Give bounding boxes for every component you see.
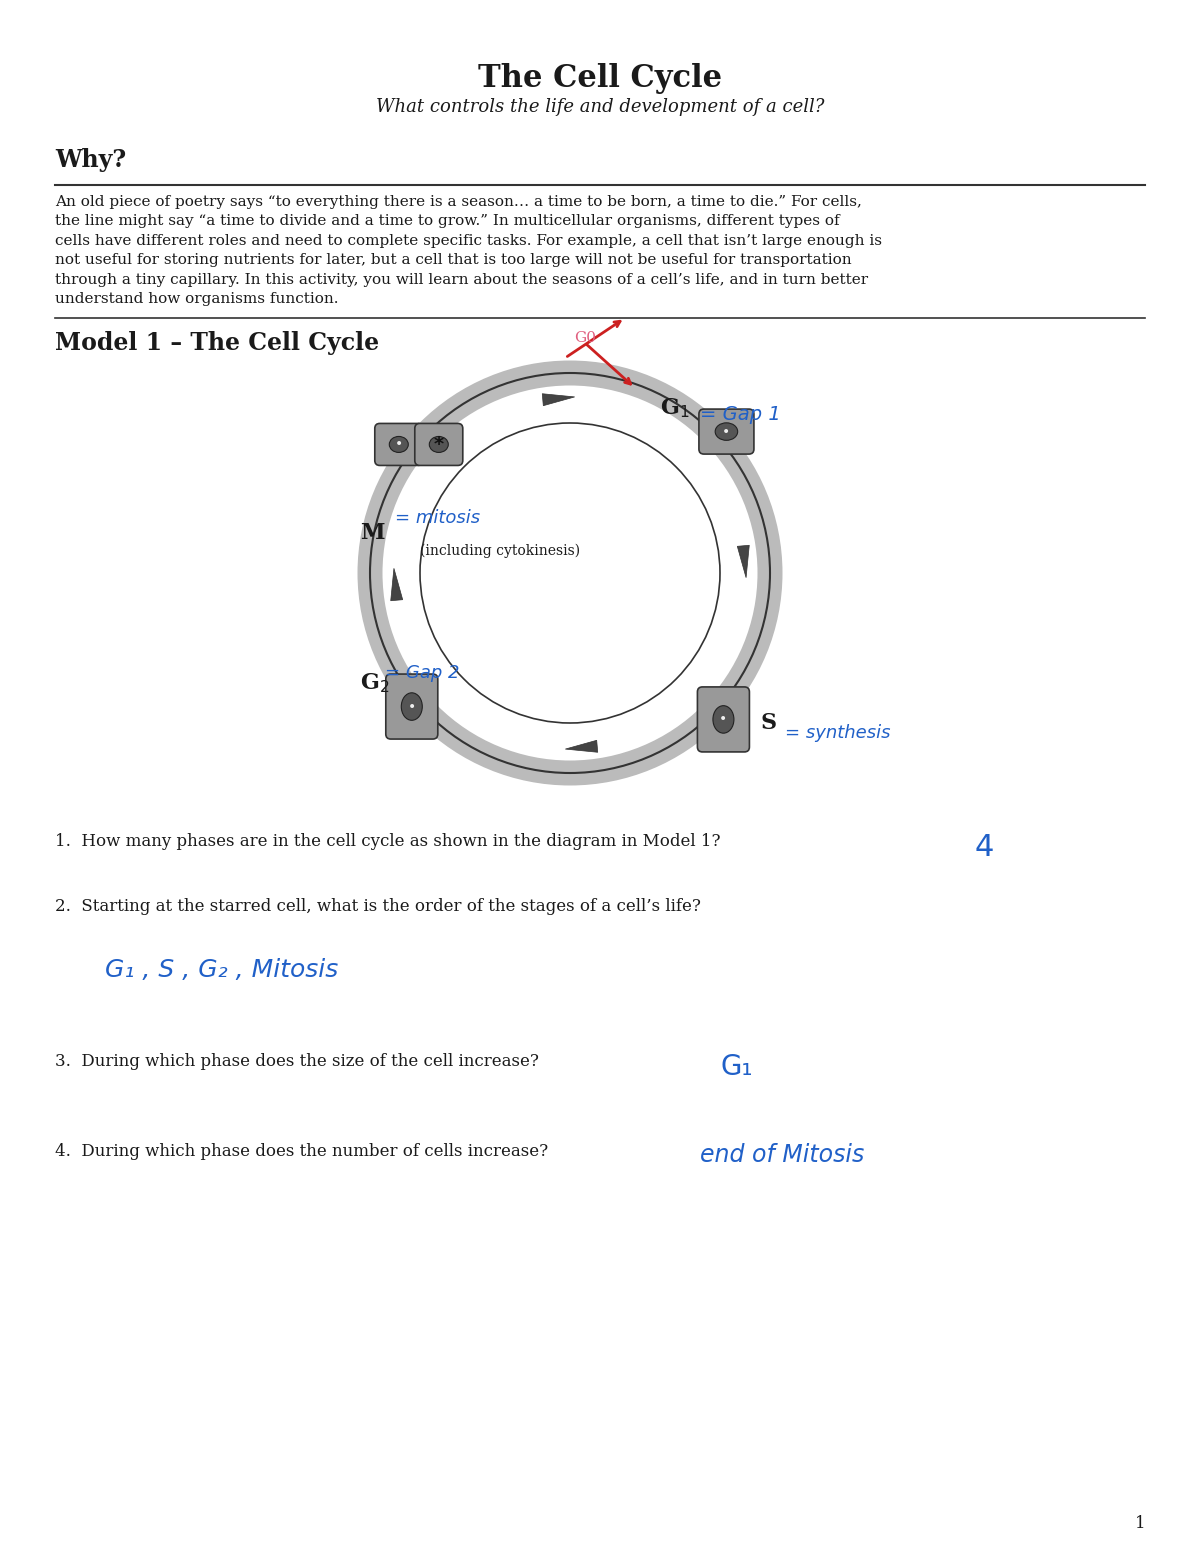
FancyBboxPatch shape [415, 424, 463, 466]
Ellipse shape [430, 436, 449, 452]
Text: •: • [719, 713, 727, 727]
Polygon shape [565, 741, 598, 752]
Text: 3.  During which phase does the size of the cell increase?: 3. During which phase does the size of t… [55, 1053, 539, 1070]
FancyBboxPatch shape [697, 686, 750, 752]
Text: *: * [433, 435, 444, 453]
Polygon shape [391, 568, 403, 601]
Text: G0: G0 [574, 331, 596, 345]
Text: G$_2$: G$_2$ [360, 671, 390, 694]
Text: = mitosis: = mitosis [395, 509, 480, 526]
Text: •: • [722, 424, 731, 438]
Polygon shape [737, 545, 749, 578]
Text: G₁: G₁ [720, 1053, 752, 1081]
Text: S: S [760, 711, 776, 735]
Text: = synthesis: = synthesis [785, 724, 890, 742]
Text: Model 1 – The Cell Cycle: Model 1 – The Cell Cycle [55, 331, 379, 356]
Text: = Gap 1: = Gap 1 [700, 405, 781, 424]
Text: 2.  Starting at the starred cell, what is the order of the stages of a cell’s li: 2. Starting at the starred cell, what is… [55, 898, 701, 915]
Text: An old piece of poetry says “to everything there is a season… a time to be born,: An old piece of poetry says “to everythi… [55, 196, 882, 306]
FancyBboxPatch shape [385, 674, 438, 739]
FancyBboxPatch shape [698, 408, 754, 453]
Text: •: • [408, 699, 416, 713]
Ellipse shape [713, 705, 734, 733]
Polygon shape [542, 394, 575, 405]
Text: end of Mitosis: end of Mitosis [700, 1143, 864, 1166]
Text: (including cytokinesis): (including cytokinesis) [420, 544, 580, 558]
Text: Why?: Why? [55, 148, 126, 172]
Text: 1.  How many phases are in the cell cycle as shown in the diagram in Model 1?: 1. How many phases are in the cell cycle… [55, 832, 720, 849]
Text: What controls the life and development of a cell?: What controls the life and development o… [376, 98, 824, 116]
Text: 4: 4 [974, 832, 995, 862]
Text: The Cell Cycle: The Cell Cycle [478, 64, 722, 95]
Text: = Gap 2: = Gap 2 [385, 665, 460, 682]
Text: M: M [360, 522, 384, 544]
FancyBboxPatch shape [374, 424, 422, 466]
Text: G$_1$: G$_1$ [660, 396, 690, 419]
Text: G₁ , S , G₂ , Mitosis: G₁ , S , G₂ , Mitosis [106, 958, 338, 981]
Ellipse shape [389, 436, 408, 452]
Text: 1: 1 [1135, 1514, 1145, 1531]
Text: •: • [395, 438, 403, 452]
Text: 4.  During which phase does the number of cells increase?: 4. During which phase does the number of… [55, 1143, 548, 1160]
Circle shape [420, 422, 720, 724]
Ellipse shape [715, 422, 738, 441]
Ellipse shape [401, 693, 422, 721]
